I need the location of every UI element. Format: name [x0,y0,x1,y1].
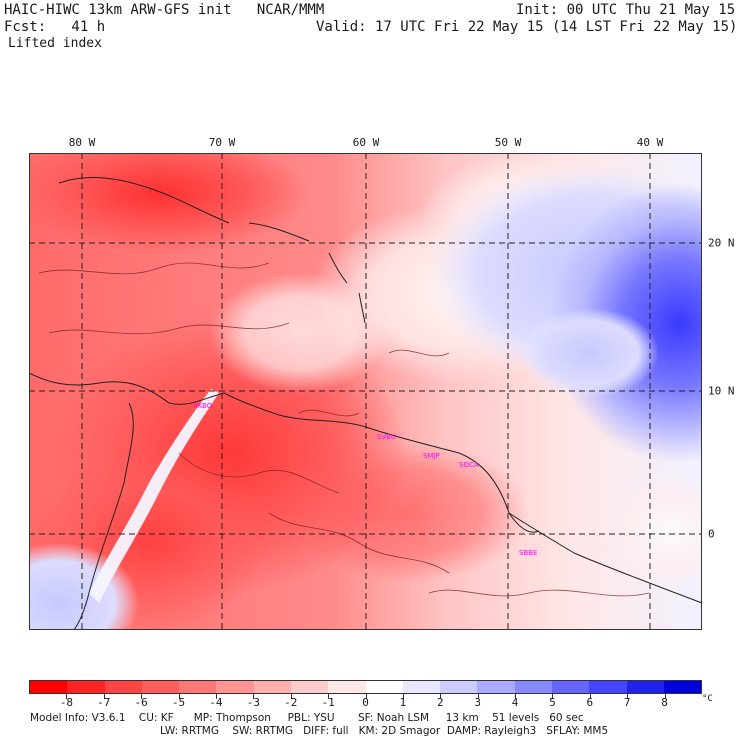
contours [38,262,650,597]
station-label: SBBE [519,549,537,557]
colorbar-swatch [104,681,142,693]
colorbar-tick [253,694,255,699]
colorbar-tick [552,694,554,699]
lon-label: 70 W [208,136,236,149]
field-region [289,443,529,583]
map-frame [29,153,702,630]
init-time: Init: 00 UTC Thu 21 May 15 [516,2,736,18]
colorbar-tick [440,694,442,699]
colorbar-swatch [365,681,403,693]
colorbar-swatch [290,681,329,693]
colorbar-unit: °C [702,694,713,704]
colorbar-tick [328,694,330,699]
station-label: SKBO [193,402,213,410]
colorbar-swatch [514,681,552,693]
colorbar-tick [477,694,479,699]
colorbar-swatch [67,681,105,693]
colorbar-tick-label: 5 [549,696,556,709]
valid-time: Valid: 17 UTC Fri 22 May 15 (14 LST Fri … [316,19,738,35]
model-info-line2: LW: RRTMG SW: RRTMG DIFF: full KM: 2D Sm… [160,725,609,737]
lon-label: 40 W [636,136,664,149]
lat-label: 20 N [708,236,735,250]
model-title: HAIC-HIWC 13km ARW-GFS init NCAR/MMM [4,2,325,18]
colorbar-tick [290,694,292,699]
colorbar-tick [103,694,105,699]
forecast-hour: Fcst: 41 h [4,19,106,35]
colorbar-swatch [402,681,441,693]
lifted-index-map: SKBO SVBU SMJP SOCA SBBE [29,153,702,630]
colorbar-tick [141,694,143,699]
colorbar-swatch [551,681,590,693]
colorbar-tick [66,694,68,699]
colorbar-tick-label: 0 [362,696,369,709]
colorbar-swatch [663,681,702,693]
field-name: Lifted index [8,36,102,51]
colorbar-tick-label: -5 [171,696,186,709]
lat-label: 0 [708,527,715,541]
colorbar-tick-label: -7 [97,696,111,709]
colorbar-tick-label: -8 [59,696,73,709]
andes-stable-band [89,389,219,603]
colorbar-swatch [328,681,366,693]
lon-label: 60 W [352,136,380,149]
colorbar-tick [627,694,629,699]
lat-label: 10 N [708,384,735,398]
colorbar-tick-label: -3 [246,696,260,709]
colorbar-tick-label: -4 [209,696,223,709]
colorbar-swatch [30,681,68,693]
station-label: SOCA [459,461,479,469]
colorbar-swatch [179,681,217,693]
colorbar-tick [215,694,217,699]
colorbar-tick [664,694,666,699]
lon-label: 80 W [68,136,96,149]
coastlines [29,177,702,630]
colorbar-swatch [440,681,478,693]
colorbar-tick-label: -1 [321,696,335,709]
colorbar-swatch [216,681,254,693]
colorbar-swatch [626,681,664,693]
colorbar-tick-label: -2 [284,696,298,709]
model-info-line1: Model Info: V3.6.1 CU: KF MP: Thompson P… [30,712,584,724]
colorbar-tick-label: 8 [661,696,668,709]
colorbar-swatch [141,681,180,693]
colorbar-swatch [477,681,515,693]
colorbar-swatch [253,681,291,693]
station-label: SVBU [377,433,396,441]
colorbar-tick-label: 7 [623,696,631,709]
colorbar-tick-label: 4 [511,696,519,709]
colorbar-tick-label: 6 [586,696,594,709]
colorbar-tick-label: 3 [474,696,481,709]
colorbar-tick-label: 2 [436,696,444,709]
colorbar-tick [589,694,591,699]
field-region [519,308,659,398]
colorbar-tick [178,694,180,699]
lat-lon-grid [29,153,702,630]
colorbar-tick [402,694,404,699]
colorbar [29,680,702,694]
colorbar-swatch [589,681,627,693]
field-region [599,473,702,593]
colorbar-tick-label: 1 [399,696,407,709]
colorbar-tick [365,694,367,699]
colorbar-tick [515,694,517,699]
station-label: SMJP [423,452,440,460]
colorbar-tick-label: -6 [134,696,148,709]
lon-label: 50 W [494,136,522,149]
